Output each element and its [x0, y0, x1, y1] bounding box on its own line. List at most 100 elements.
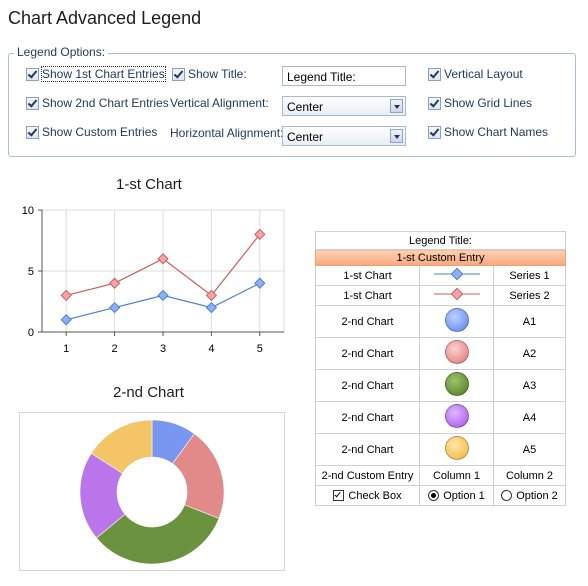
- legend-category-label: A1: [493, 305, 566, 338]
- checkbox-checked-icon: [333, 490, 345, 502]
- show-second-chart-entries-checkbox[interactable]: Show 2nd Chart Entries: [26, 96, 169, 110]
- a5-swatch-icon: [444, 436, 469, 460]
- legend-option-2-label: Option 2: [516, 489, 558, 502]
- checkbox-checked-icon: [428, 67, 441, 81]
- legend-swatch-cell: [419, 401, 494, 434]
- legend-check-box[interactable]: Check Box: [315, 485, 420, 506]
- series1-marker-icon: [433, 267, 480, 281]
- show-grid-lines-checkbox[interactable]: Show Grid Lines: [428, 96, 532, 110]
- a3-swatch-icon: [444, 372, 469, 396]
- legend-series-label: Series 2: [493, 285, 566, 306]
- checkbox-checked-icon: [172, 67, 185, 81]
- show-title-checkbox[interactable]: Show Title:: [172, 67, 247, 81]
- legend-swatch-cell: [419, 433, 494, 466]
- legend-title-input[interactable]: Legend Title:: [282, 66, 406, 86]
- radio-empty-icon: [501, 490, 513, 502]
- legend-custom-entry: 1-st Custom Entry: [315, 249, 566, 266]
- donut-chart: [19, 412, 285, 571]
- vertical-alignment-label: Vertical Alignment:: [170, 96, 269, 110]
- legend-category-label: A3: [493, 369, 566, 402]
- series-1-point: [157, 289, 169, 302]
- series-1-point: [205, 301, 218, 314]
- vertical-layout-checkbox[interactable]: Vertical Layout: [428, 67, 523, 81]
- vertical-alignment-value: Center: [287, 100, 324, 114]
- series-2-point: [205, 289, 218, 302]
- show-custom-entries-checkbox[interactable]: Show Custom Entries: [26, 125, 157, 139]
- legend-chart-name: 2-nd Chart: [315, 433, 420, 466]
- legend-column-1: Column 1: [419, 465, 494, 486]
- checkbox-checked-icon: [26, 96, 39, 110]
- x-tick-label: 1: [63, 343, 69, 355]
- show-chart-names-label: Show Chart Names: [444, 125, 549, 139]
- legend-category-label: A2: [493, 337, 566, 370]
- donut-slice-a3: [96, 504, 220, 565]
- series-2-point: [254, 228, 266, 241]
- vertical-layout-label: Vertical Layout: [444, 67, 523, 81]
- checkbox-checked-icon: [26, 125, 39, 139]
- chart1-title: 1-st Chart: [116, 176, 182, 193]
- legend-check-box-label: Check Box: [348, 489, 402, 502]
- series2-marker-icon: [433, 287, 480, 301]
- y-tick-label: 0: [28, 327, 34, 339]
- legend-option-2[interactable]: Option 2: [493, 485, 566, 506]
- legend-chart-name: 2-nd Chart: [315, 305, 420, 338]
- legend-swatch-cell: [419, 369, 494, 402]
- radio-selected-icon: [428, 490, 440, 502]
- y-tick-label: 10: [22, 205, 34, 217]
- legend-chart-name: 2-nd Chart: [315, 369, 420, 402]
- legend-category-label: A4: [493, 401, 566, 434]
- x-tick-label: 3: [160, 343, 166, 355]
- series-2-point: [60, 289, 72, 302]
- x-tick-label: 5: [257, 343, 263, 355]
- legend-swatch-cell: [419, 337, 494, 370]
- show-custom-entries-label: Show Custom Entries: [42, 125, 158, 139]
- legend-swatch-cell: [419, 305, 494, 338]
- legend-chart-name: 2-nd Chart: [315, 337, 420, 370]
- legend-custom-entry-2: 2-nd Custom Entry: [315, 465, 420, 486]
- vertical-alignment-select[interactable]: Center: [282, 96, 406, 116]
- legend-series-label: Series 1: [493, 265, 566, 286]
- show-grid-lines-label: Show Grid Lines: [444, 96, 533, 110]
- horizontal-alignment-value: Center: [287, 130, 324, 144]
- legend-chart-name: 1-st Chart: [315, 265, 420, 286]
- legend-line-marker: [419, 265, 494, 286]
- legend-line-marker: [419, 285, 494, 306]
- a1-swatch-icon: [444, 308, 469, 332]
- show-first-chart-entries-checkbox[interactable]: Show 1st Chart Entries: [26, 66, 166, 82]
- series-2-point: [157, 253, 169, 265]
- series-1-point: [254, 277, 266, 289]
- series-1-point: [108, 301, 121, 314]
- legend-option-1-label: Option 1: [443, 489, 485, 502]
- a4-swatch-icon: [444, 404, 469, 428]
- window-title: Chart Advanced Legend: [8, 8, 202, 28]
- legend-column-2: Column 2: [493, 465, 566, 486]
- legend-category-label: A5: [493, 433, 566, 466]
- line-chart: 0 5 10 1 2 3 4 5: [22, 205, 285, 355]
- chart2-title: 2-nd Chart: [113, 384, 184, 401]
- chart-legend: Legend Title: 1-st Custom Entry 1-st Cha…: [315, 231, 566, 506]
- a2-swatch-icon: [444, 340, 469, 364]
- checkbox-checked-icon: [428, 125, 441, 139]
- x-tick-label: 4: [208, 343, 214, 355]
- legend-chart-name: 2-nd Chart: [315, 401, 420, 434]
- legend-title: Legend Title:: [315, 231, 566, 250]
- series-2-point: [108, 277, 121, 289]
- horizontal-alignment-select[interactable]: Center: [282, 126, 406, 146]
- chevron-down-icon[interactable]: [390, 99, 403, 113]
- legend-options-group: [8, 53, 576, 157]
- show-title-label: Show Title:: [188, 67, 247, 81]
- x-tick-label: 2: [112, 343, 118, 355]
- checkbox-checked-icon: [428, 96, 441, 110]
- show-chart-names-checkbox[interactable]: Show Chart Names: [428, 125, 548, 139]
- legend-chart-name: 1-st Chart: [315, 285, 420, 306]
- legend-option-1[interactable]: Option 1: [419, 485, 494, 506]
- show-first-chart-entries-label: Show 1st Chart Entries: [41, 66, 166, 82]
- donut-slice-a5: [90, 419, 153, 474]
- horizontal-alignment-label: Horizontal Alignment:: [170, 126, 284, 140]
- chevron-down-icon[interactable]: [390, 129, 403, 143]
- y-tick-label: 5: [28, 266, 34, 278]
- checkbox-checked-icon: [26, 67, 39, 81]
- legend-options-label: Legend Options:: [14, 45, 109, 59]
- show-second-chart-entries-label: Show 2nd Chart Entries: [42, 96, 169, 110]
- series-1-point: [60, 314, 72, 326]
